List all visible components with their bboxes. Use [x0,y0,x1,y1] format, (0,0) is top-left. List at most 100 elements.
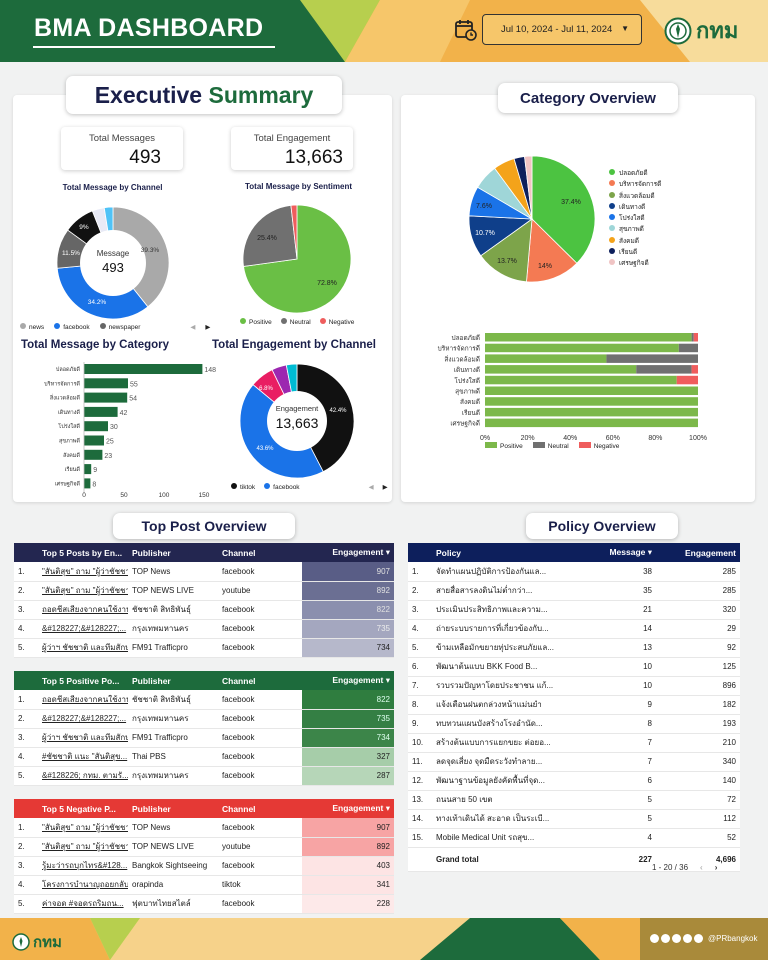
table-row[interactable]: 2. &#128227;&#128227;... กรุงเทพมหานคร face… [14,709,394,729]
table-cell: 2. [14,709,38,729]
stacked-bar-segment[interactable] [485,375,677,385]
table-row[interactable]: 4. โครงการบำนาญถอยกลับ... orapinda tiktok 34… [14,875,394,895]
stacked-bar-segment[interactable] [691,365,698,374]
tiktok-icon[interactable] [694,934,703,943]
table-row[interactable]: 4. &#128227;&#128227;... กรุงเทพมหานคร face… [14,619,394,639]
stacked-bar-segment[interactable] [676,375,698,385]
table-row[interactable]: 1. "สันติสุข" ถาม "ผู้ว่าชัชชา... TOP News… [14,818,394,838]
legend-next-icon[interactable]: ▶ [382,484,388,491]
table-row[interactable]: 8. แจ้งเตือนฝนตกล่วงหน้าแม่นยำ 9 182 [408,695,740,715]
stacked-bar-segment[interactable] [485,386,698,396]
table-row[interactable]: 4. #ชัชชาติ แนะ "สันติสุข... Thai PBS faceb… [14,747,394,767]
bar[interactable] [84,421,108,432]
pie-category-overview[interactable]: 37.4% 14% 13.7% 10.7% 7.6% [465,152,599,286]
table-cell[interactable]: โครงการบำนาญถอยกลับ... [38,875,128,895]
table-row[interactable]: 5.ผู้ว่าฯ ชัชชาติ และทีมสักษณ์...FM91 Tr… [14,638,394,658]
table-row[interactable]: 15. Mobile Medical Unit รถสุข... 4 52 [408,828,740,848]
prev-page-icon[interactable]: ‹ [700,863,703,872]
x-icon[interactable] [683,934,692,943]
table-cell[interactable]: &#128226; กทม. ตามรั... [38,766,128,786]
table-cell[interactable]: รู้มะว่ารถบุกไทร&#128... [38,856,128,876]
donut-engagement-by-channel[interactable]: Engagement 13,663 42.4% 43.6% 6.8% [238,362,356,480]
table-row[interactable]: 14. ทางเท้าเดินได้ สะอาด เป็นระเบี... 5 112 [408,809,740,829]
table-row[interactable]: 5. &#128226; กทม. ตามรั... กรุงเทพมหานคร fa… [14,766,394,786]
table-cell[interactable]: #ชัชชาติ แนะ "สันติสุข... [38,747,128,767]
table-cell[interactable]: ถอดชีสเสียงจากคนใช้งานจริ... [38,690,128,710]
category-slice[interactable] [531,155,596,264]
table-row[interactable]: 9. ทบทวนแผนบังสร้างโรงอำนัด... 8 193 [408,714,740,734]
table-row[interactable]: 3.ถอดชีสเสียงจากคนใช้งานจริ...ชัชชาติ สิ… [14,600,394,620]
stacked-bar-segment[interactable] [485,407,698,417]
bar[interactable] [84,464,92,475]
table-cell[interactable]: "สันติสุข" ถาม "ผู้ว่าชัชชา... [38,562,128,582]
bar[interactable] [84,435,104,446]
bar[interactable] [84,449,103,460]
table-row[interactable]: 10. สร้างต้นแบบการแยกขยะ ต่อยอ... 7 210 [408,733,740,753]
calendar-icon[interactable] [454,18,478,42]
legend-prev-icon[interactable]: ◀ [368,484,374,491]
stacked-bar-segment[interactable] [485,333,692,342]
table-row[interactable]: 1. "สันติสุข" ถาม "ผู้ว่าชัชชา... TOP News… [14,562,394,582]
bar[interactable] [84,378,128,389]
table-cell[interactable]: "สันติสุข" ถาม "ผู้ว่าชัชชาติ... [38,837,128,857]
stacked-bar-segment[interactable] [693,333,698,342]
stacked-bar-segment[interactable] [485,418,698,428]
stacked-bar-segment[interactable] [606,354,698,363]
bar-chart-message-by-category[interactable]: ปลอดภัยดี 148 บริหารจัดการดี 55 สิ่งแวดล้อมด… [20,358,220,503]
pie-message-by-sentiment[interactable]: 72.8% 25.4% [241,203,353,315]
facebook-icon[interactable] [650,934,659,943]
sentiment-slice[interactable] [242,204,298,267]
table-row[interactable]: 5. ค่าจอด #จอดรถริมถน... ฟุตบาทไทยสไตล์ fac… [14,894,394,914]
donut-message-by-channel[interactable]: Message 493 39.3% 34.2% 11.5% 9% [50,200,176,326]
table-row[interactable]: 12. พัฒนาฐานข้อมูลยังคัดพื้นที่จุด... 6 140 [408,771,740,791]
table-row[interactable]: 1. จัดทำแผนปฏิบัติการป้องกันแล... 38 285 [408,562,740,582]
category-slice[interactable] [524,155,533,220]
stacked-bar-category-sentiment[interactable]: ปลอดภัยดีบริหารจัดการดีสิ่งแวดล้อมดีเดิน… [415,328,745,458]
stacked-bar-segment[interactable] [485,397,698,406]
legend-next-icon[interactable]: ▶ [205,324,211,331]
category-slice[interactable] [526,218,578,283]
category-slice[interactable] [480,218,533,283]
table-row[interactable]: 13. ถนนสาย 50 เขต 5 72 [408,790,740,810]
stacked-bar-segment[interactable] [678,343,698,353]
bar[interactable] [84,478,91,489]
table-cell[interactable]: &#128227;&#128227;... [38,709,128,729]
table-cell[interactable]: &#128227;&#128227;... [38,619,128,639]
table-row[interactable]: 2."สันติสุข" ถาม "ผู้ว่าชัชชาติ...TOP NE… [14,837,394,857]
table-cell[interactable]: ค่าจอด #จอดรถริมถน... [38,894,128,914]
stacked-bar-segment[interactable] [485,343,679,353]
table-row[interactable]: 7. รวบรวมปัญหาโดยประชาชน แก้... 10 896 [408,676,740,696]
bar[interactable] [84,364,203,374]
header-cell[interactable]: Engagement ▾ [302,799,394,818]
table-row[interactable]: 4. ถ่ายระบบรายการที่เกี่ยวข้องกับ... 14 29 [408,619,740,639]
table-cell[interactable]: "สันติสุข" ถาม "ผู้ว่าชัชชา... [38,818,128,838]
table-row[interactable]: 5. ข้ามเหลือมักขยายทุ่ประสบภัยแล... 13 92 [408,638,740,658]
table-row[interactable]: 2. สายสื่อสารลงดินไม่ต่ำกว่า... 35 285 [408,581,740,601]
table-row[interactable]: 3. รู้มะว่ารถบุกไทร&#128... Bangkok Sights… [14,856,394,876]
stacked-bar-segment[interactable] [485,365,637,374]
sentiment-slice[interactable] [290,204,298,260]
header-cell[interactable]: Message ▾ [572,543,656,562]
table-row[interactable]: 11. ลดจุดเสี่ยง จุดมืดระวังทำลาย... 7 340 [408,752,740,772]
table-cell[interactable]: "สันติสุข" ถาม "ผู้ว่าชัชชาติ... [38,581,128,601]
legend-prev-icon[interactable]: ◀ [190,324,196,331]
table-row[interactable]: 6. พัฒนาต้นแบบ BKK Food B... 10 125 [408,657,740,677]
bar[interactable] [84,406,118,417]
stacked-bar-segment[interactable] [636,365,692,374]
bar[interactable] [84,392,128,403]
table-row[interactable]: 1.ถอดชีสเสียงจากคนใช้งานจริ...ชัชชาติ สิ… [14,690,394,710]
stacked-bar-segment[interactable] [485,354,607,363]
next-page-icon[interactable]: › [714,863,718,872]
header-cell[interactable]: Engagement ▾ [302,543,394,562]
table-cell[interactable]: ผู้ว่าฯ ชัชชาติ และทีมสักษณ์... [38,638,128,658]
date-range-picker[interactable]: Jul 10, 2024 - Jul 11, 2024 ▼ [482,14,642,45]
line-icon[interactable] [661,934,670,943]
table-row[interactable]: 3. ประเมินประสิทธิภาพและความ... 21 320 [408,600,740,620]
stacked-bar-segment[interactable] [691,333,694,342]
table-cell[interactable]: ผู้ว่าฯ ชัชชาติ และทีมสักษณ์... [38,728,128,748]
instagram-icon[interactable] [672,934,681,943]
header-cell[interactable]: Engagement ▾ [302,671,394,690]
table-row[interactable]: 2."สันติสุข" ถาม "ผู้ว่าชัชชาติ...TOP NE… [14,581,394,601]
table-cell[interactable]: ถอดชีสเสียงจากคนใช้งานจริ... [38,600,128,620]
table-row[interactable]: 3.ผู้ว่าฯ ชัชชาติ และทีมสักษณ์...FM91 Tr… [14,728,394,748]
